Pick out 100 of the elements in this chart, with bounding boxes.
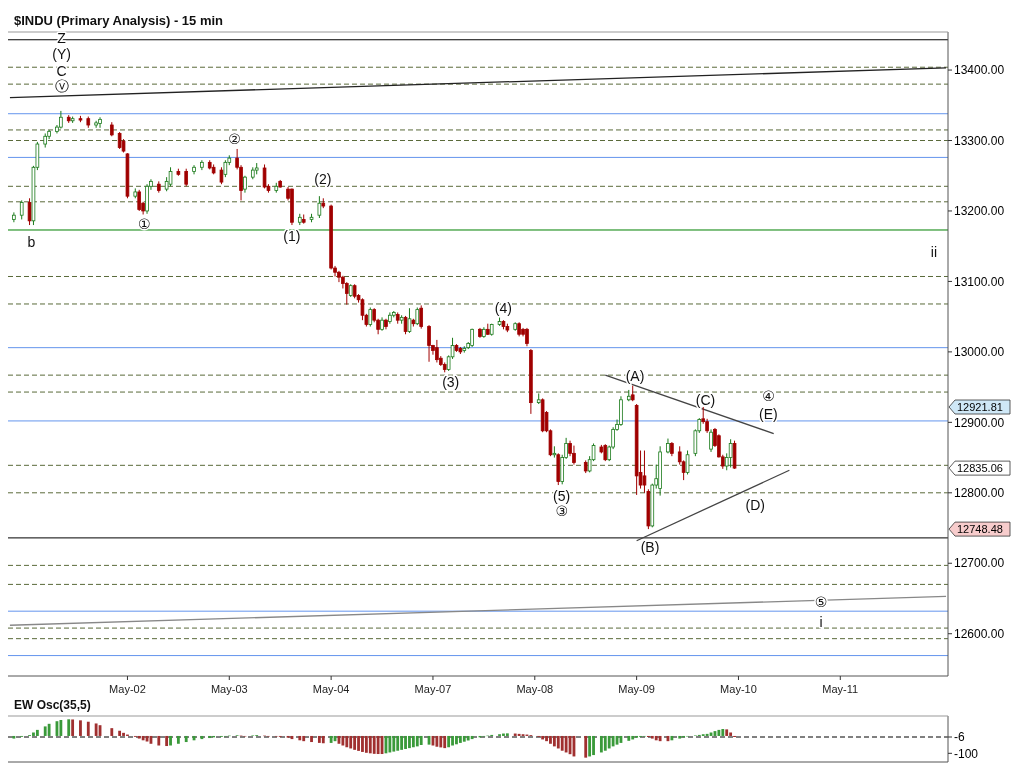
annotation: ⓥ: [54, 78, 69, 94]
candlestick: [27, 197, 32, 226]
bar: [729, 732, 733, 736]
annotation: (3): [442, 374, 460, 391]
bar: [329, 735, 333, 743]
bar: [184, 735, 188, 743]
y-tick-label: 12700.00: [954, 556, 1005, 571]
bar: [451, 735, 454, 746]
bar: [545, 735, 548, 742]
x-tick-label: May-10: [720, 683, 757, 695]
bar: [176, 735, 180, 744]
y-tick-label: 12800.00: [954, 486, 1005, 501]
bar: [47, 723, 51, 736]
bar: [345, 735, 349, 748]
y-tick-label: 12900.00: [954, 415, 1005, 430]
annotation: ④: [762, 388, 775, 405]
bar: [592, 735, 595, 756]
candlestick: [98, 116, 102, 129]
y-tick-label: 13400.00: [954, 63, 1005, 78]
bar: [419, 735, 423, 745]
bar: [396, 735, 400, 751]
bar: [552, 735, 556, 747]
bar: [462, 735, 466, 742]
annotation: ii: [930, 243, 938, 260]
bar: [110, 728, 114, 736]
bar: [302, 735, 306, 742]
annotation: (E): [759, 405, 778, 422]
bar: [341, 735, 345, 746]
bar: [404, 735, 407, 749]
bar: [654, 735, 658, 741]
candlestick: [137, 189, 142, 212]
candlestick: [685, 450, 690, 475]
annotation: ①: [138, 216, 151, 233]
bar: [678, 735, 682, 739]
y-tick-label: 13200.00: [954, 204, 1005, 219]
bar: [505, 733, 509, 736]
bar: [200, 735, 204, 740]
bar: [400, 735, 404, 750]
bar: [376, 735, 380, 755]
y-tick-label: 13300.00: [954, 133, 1005, 148]
bar: [364, 735, 368, 753]
bar: [627, 735, 631, 741]
annotation: (B): [640, 539, 660, 556]
bar: [298, 735, 302, 741]
annotation: (A): [625, 367, 645, 384]
candlestick: [427, 324, 431, 363]
bar: [388, 735, 392, 753]
chart-title: $INDU (Primary Analysis) - 15 min: [14, 13, 224, 28]
y-tick-label: -6: [954, 730, 965, 745]
bar: [556, 735, 560, 749]
annotation: (C): [695, 392, 716, 409]
bar: [607, 735, 611, 749]
bar: [455, 735, 458, 745]
bar: [122, 732, 125, 736]
bar: [611, 735, 615, 747]
bar: [541, 735, 545, 740]
bar: [357, 735, 360, 751]
bar: [549, 735, 552, 744]
annotation: (5): [553, 488, 571, 505]
bar: [310, 735, 313, 743]
y-tick-label: 13000.00: [954, 345, 1005, 360]
bar: [725, 729, 729, 736]
y-tick-label: 12600.00: [954, 626, 1005, 641]
candlestick: [525, 327, 529, 347]
annotation: (2): [314, 170, 332, 187]
candlestick: [419, 304, 424, 330]
bar: [705, 733, 709, 736]
bar: [71, 719, 75, 736]
bar: [443, 735, 447, 749]
x-tick-label: May-04: [312, 683, 350, 695]
x-tick-label: May-07: [414, 683, 452, 695]
candlestick: [19, 199, 24, 220]
candlestick: [572, 445, 576, 466]
bar: [321, 735, 325, 744]
bar: [588, 735, 592, 757]
annotation: ⑤: [814, 594, 828, 611]
candlestick: [388, 311, 392, 325]
bar: [717, 729, 721, 736]
bar: [599, 735, 603, 753]
text: 12835.06: [957, 461, 1003, 474]
bar: [517, 733, 521, 736]
bar: [411, 735, 415, 748]
bar: [35, 729, 39, 736]
bar: [603, 735, 607, 751]
annotation: i: [819, 613, 823, 630]
text: 12921.81: [957, 400, 1003, 413]
bar: [43, 726, 47, 736]
bar: [32, 732, 35, 736]
bar: [447, 735, 451, 748]
bar: [361, 735, 364, 752]
bar: [137, 735, 141, 739]
bar: [59, 719, 63, 736]
x-tick-label: May-09: [618, 683, 655, 695]
x-tick-label: May-08: [516, 683, 554, 695]
bar: [458, 735, 462, 743]
bar: [670, 735, 674, 741]
bar: [564, 735, 568, 753]
bar: [435, 735, 439, 747]
text: 12748.48: [957, 522, 1003, 535]
bar: [631, 735, 635, 740]
